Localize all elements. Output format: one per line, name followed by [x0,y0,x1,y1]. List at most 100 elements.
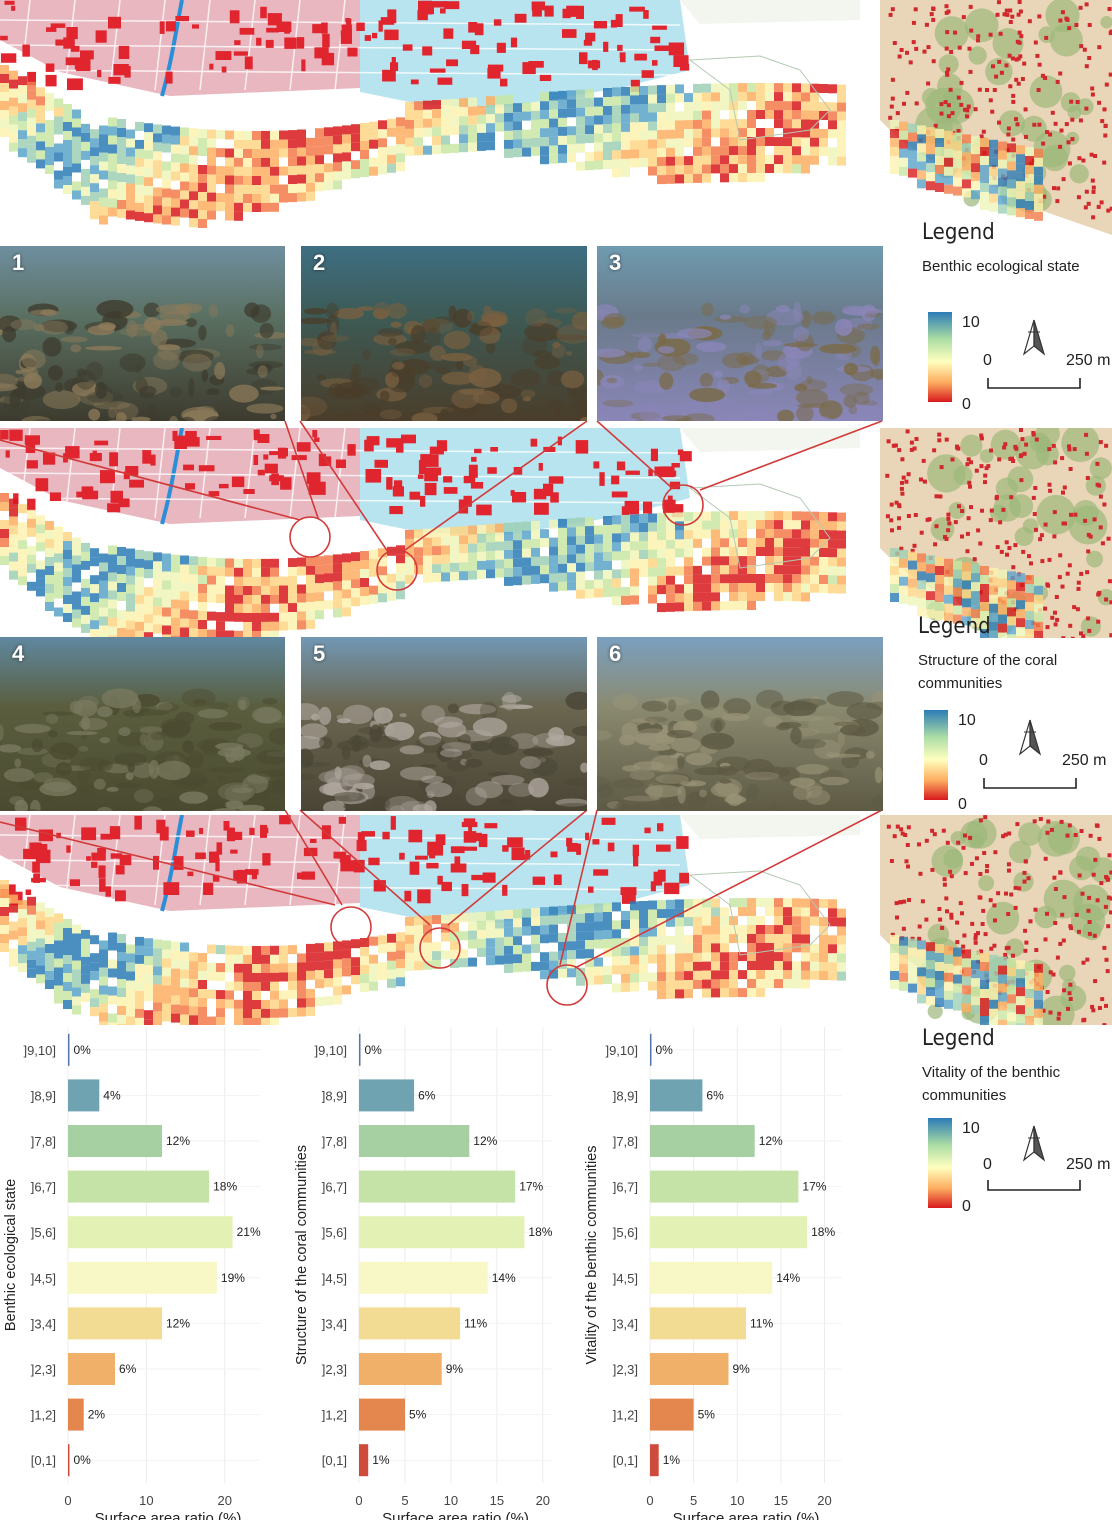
data-label: 17% [519,1180,543,1194]
data-label: 18% [528,1225,552,1239]
data-label: 0% [365,1043,383,1057]
bar [650,1261,773,1294]
x-tick-label: 10 [444,1493,458,1508]
legend-coral-structure: Legend Structure of the coral communitie… [918,614,1108,814]
data-label: 17% [802,1180,826,1194]
data-label: 12% [473,1134,497,1148]
scale-start-label: 0 [979,752,988,769]
bar [650,1125,755,1157]
scale-start-label: 0 [983,352,992,369]
bar [68,1170,210,1203]
y-tick-label: ]3,4] [613,1316,638,1331]
legend-title: Legend [922,1026,995,1051]
photo-number: 3 [609,250,622,275]
y-tick-label: ]2,3] [613,1362,638,1377]
data-label: 18% [213,1180,237,1194]
data-label: 1% [372,1453,390,1467]
y-tick-label: [0,1] [322,1453,347,1468]
data-label: 12% [166,1316,190,1330]
scale-end-label: 250 m [1066,352,1111,369]
bar [650,1353,729,1385]
y-axis-label: Structure of the coral communities [294,1145,310,1365]
y-tick-label: ]7,8] [613,1134,638,1149]
y-axis-label: Vitality of the benthic communities [584,1146,600,1365]
y-tick-label: ]9,10] [314,1043,347,1058]
bar [68,1307,162,1340]
data-label: 12% [759,1134,783,1148]
scale-min-label: 0 [962,1198,971,1215]
y-tick-label: ]1,2] [322,1408,347,1423]
bar [650,1079,703,1112]
photo-number: 4 [12,641,25,666]
y-tick-label: [0,1] [613,1453,638,1468]
x-tick-label: 20 [218,1493,232,1508]
scale-end-label: 250 m [1062,752,1107,769]
bar [68,1079,100,1112]
bar [68,1398,84,1431]
scale-end-label: 250 m [1066,1156,1111,1173]
y-tick-label: ]4,5] [613,1271,638,1286]
bar [359,1125,470,1157]
data-label: 14% [776,1271,800,1285]
bar [68,1261,217,1294]
data-label: 19% [221,1271,245,1285]
bar [68,1353,115,1385]
x-tick-label: 20 [536,1493,550,1508]
bar [650,1170,799,1203]
data-label: 9% [733,1362,751,1376]
x-axis-label: Surface area ratio (%) [382,1510,529,1520]
data-label: 0% [74,1043,92,1057]
y-tick-label: ]8,9] [31,1088,56,1103]
bar [650,1216,808,1249]
x-tick-label: 0 [64,1493,71,1508]
scale-max-label: 10 [962,314,980,331]
north-arrow-icon [1018,719,1042,756]
bar [359,1353,442,1385]
data-label: 0% [74,1453,92,1467]
photo-number: 2 [313,250,326,275]
y-tick-label: ]9,10] [605,1043,638,1058]
bar [68,1444,70,1477]
y-tick-label: [0,1] [31,1453,56,1468]
bar [359,1398,405,1431]
legend-title: Legend [922,220,995,245]
y-tick-label: ]6,7] [613,1180,638,1195]
reef-photo-1: 1 [0,246,285,421]
bar-chart-coral-structure: 0 5 10 15 20]9,10] 0%]8,9] 6%]7,8] 12%]6,7] 17%]… [294,1027,553,1520]
x-tick-label: 20 [817,1493,831,1508]
data-label: 5% [698,1408,716,1422]
map-panel-c [0,815,1112,1025]
data-label: 18% [811,1225,835,1239]
callout-circle-1 [289,516,331,558]
callout-circle-3 [662,484,704,526]
bar [359,1261,488,1294]
photo-number: 6 [609,641,622,666]
reef-photo-3: 3 [597,246,883,421]
data-label: 14% [492,1271,516,1285]
photo-number: 1 [12,250,25,275]
bar [68,1216,233,1249]
callout-circle-5 [419,927,461,969]
legend-title: Legend [918,614,991,639]
legend-subtitle: Benthic ecological state [922,258,1080,275]
x-tick-label: 5 [690,1493,697,1508]
y-tick-label: ]4,5] [31,1271,56,1286]
north-arrow-icon [1022,1125,1046,1162]
color-scale-bar [924,710,948,800]
bar-chart-benthic-state: 0 10 20]9,10] 0%]8,9] 4%]7,8] 12%]6,7] 18%]5,6… [3,1027,261,1520]
y-tick-label: ]4,5] [322,1271,347,1286]
x-tick-label: 10 [730,1493,744,1508]
data-label: 11% [464,1316,487,1330]
y-tick-label: ]1,2] [31,1408,56,1423]
bar [650,1444,659,1477]
data-label: 5% [409,1408,427,1422]
y-tick-label: ]3,4] [322,1316,347,1331]
scale-min-label: 0 [962,396,971,413]
y-tick-label: ]7,8] [322,1134,347,1149]
y-tick-label: ]6,7] [31,1180,56,1195]
y-axis-label: Benthic ecological state [3,1179,19,1331]
reef-photo-2: 2 [301,246,587,421]
callout-circle-2 [376,549,418,591]
scale-max-label: 10 [958,712,976,729]
